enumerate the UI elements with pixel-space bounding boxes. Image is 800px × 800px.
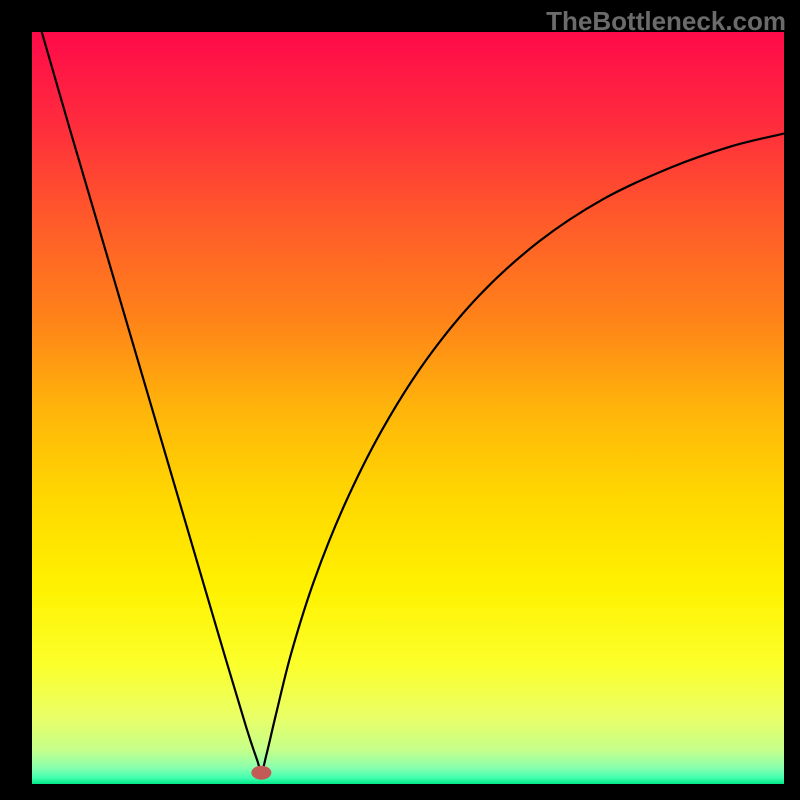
curve-layer [32, 32, 784, 784]
chart-container: TheBottleneck.com [0, 0, 800, 800]
watermark-text: TheBottleneck.com [546, 6, 786, 37]
bottleneck-curve [42, 32, 784, 773]
minimum-marker [251, 766, 271, 780]
plot-area [32, 32, 784, 784]
